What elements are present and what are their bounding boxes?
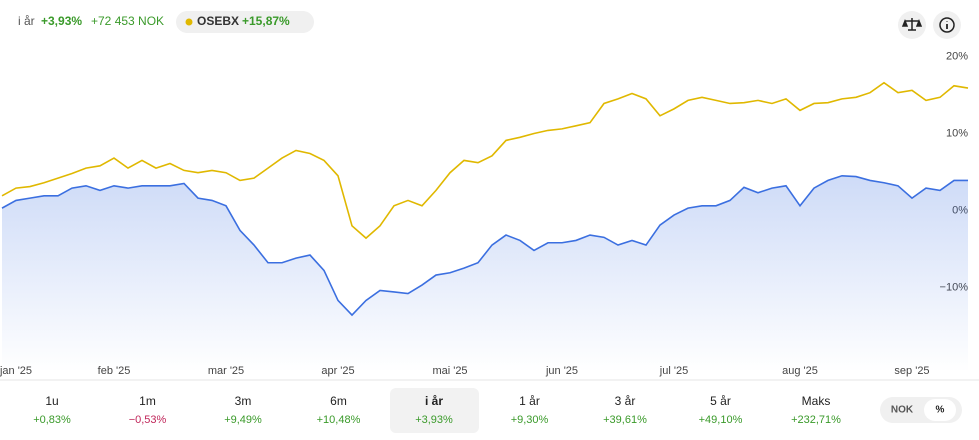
compare-icon[interactable] [898,11,926,39]
tab-change: +9,49% [224,414,262,426]
area [2,175,968,372]
selected-tab-bg [390,388,479,433]
tab-label[interactable]: 1 år [519,394,540,408]
legend-name: OSEBX [197,14,239,28]
tab-change: +232,71% [791,414,841,426]
y-tick-label: 10% [946,127,968,139]
legend-dot [185,18,193,26]
line [1,81,969,240]
tab-label[interactable]: Maks [802,394,831,408]
amount: +72 453 NOK [91,14,164,28]
tab-label[interactable]: 1u [45,394,58,408]
tab-change: +0,83% [33,414,71,426]
tab-change: +39,61% [603,414,647,426]
toggle-option[interactable]: % [936,405,945,416]
info-icon[interactable] [933,11,961,39]
toggle-option[interactable]: NOK [891,405,914,416]
tab-change: −0,53% [129,414,167,426]
tab-label[interactable]: 1m [139,394,156,408]
tab-label[interactable]: 5 år [710,394,731,408]
tab-label[interactable]: 6m [330,394,347,408]
tab-change: +49,10% [699,414,743,426]
y-tick-label: 20% [946,50,968,62]
toggle-selected [924,399,956,421]
change: +3,93% [41,14,82,28]
tab-change: +10,48% [317,414,361,426]
legend-change: +15,87% [242,14,290,28]
period: i år [18,14,35,28]
tab-change: +3,93% [415,414,453,426]
tab-label[interactable]: 3m [235,394,252,408]
tab-label[interactable]: 3 år [615,394,636,408]
line [1,174,968,317]
tab-label[interactable]: i år [425,394,443,408]
tab-change: +9,30% [511,414,549,426]
legend-chip[interactable] [176,11,314,33]
